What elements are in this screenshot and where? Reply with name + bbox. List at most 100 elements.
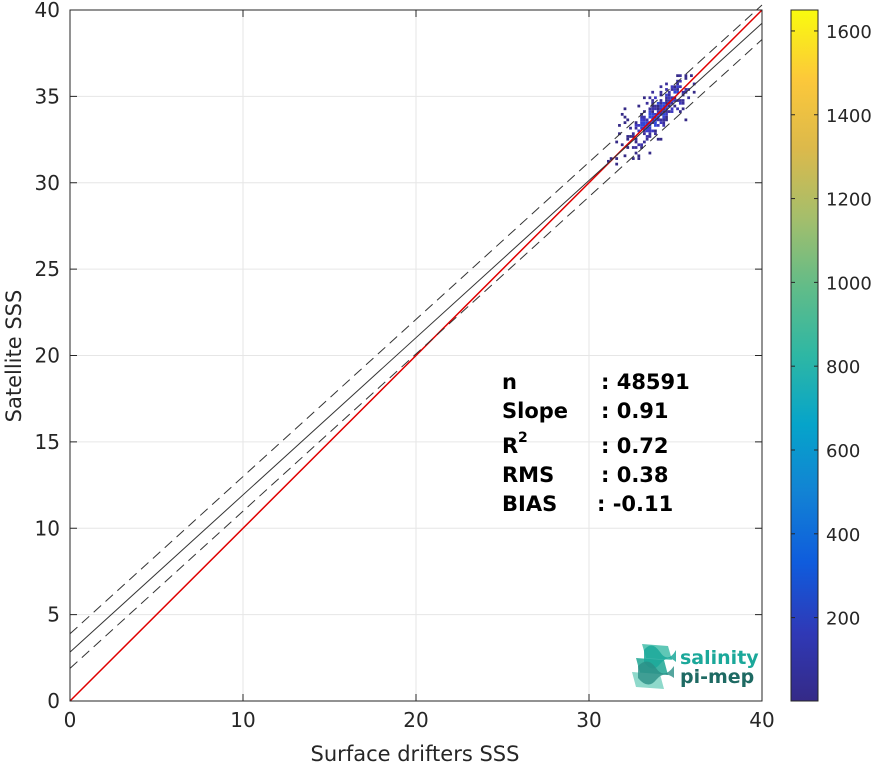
colorbar-tick-label: 600	[826, 441, 860, 462]
colorbar	[790, 9, 819, 702]
density-cell	[615, 162, 619, 166]
density-cell	[642, 140, 646, 144]
density-cell	[648, 115, 652, 119]
density-cell	[676, 82, 679, 86]
density-cell	[684, 118, 688, 122]
density-cell	[670, 107, 674, 111]
density-cell	[659, 137, 663, 141]
density-cell	[645, 101, 649, 105]
density-cell	[640, 118, 643, 122]
density-cell	[656, 101, 660, 105]
y-tick-label: 0	[47, 689, 60, 713]
density-cell	[631, 135, 635, 138]
y-tick-label: 20	[35, 344, 60, 368]
density-cell	[626, 135, 630, 138]
density-cell	[665, 107, 668, 111]
density-cell	[637, 104, 641, 108]
density-cell	[654, 132, 657, 136]
density-cell	[634, 121, 638, 125]
density-cell	[665, 118, 668, 122]
density-cell	[654, 129, 657, 133]
density-cell	[673, 99, 677, 102]
logo-text-salinity: salinity	[680, 647, 759, 669]
stat-label-rms: RMS	[502, 463, 554, 487]
density-cell	[620, 143, 624, 147]
density-cell	[618, 132, 621, 136]
density-cell	[645, 137, 649, 141]
density-cell	[642, 124, 646, 127]
stat-value-r: : 0.72	[601, 434, 669, 458]
density-cell	[648, 151, 652, 155]
density-cell	[676, 88, 679, 91]
density-cell	[623, 121, 627, 125]
density-cell	[656, 124, 660, 127]
density-cell	[662, 101, 666, 105]
density-cell	[659, 99, 663, 102]
density-cell	[645, 135, 649, 138]
colorbar-ticks: 200 400 600 800 1000 1200 1400 1600	[791, 22, 872, 630]
density-cell	[634, 124, 638, 127]
density-cell	[684, 74, 688, 78]
density-cell	[659, 107, 663, 111]
density-cell	[667, 104, 671, 108]
density-cell	[651, 110, 655, 113]
x-tick-label: 0	[64, 708, 77, 732]
density-cell	[640, 124, 643, 127]
x-tick-label: 40	[749, 708, 774, 732]
density-cell	[681, 101, 685, 105]
density-cell	[659, 101, 663, 105]
stat-label-r: R	[502, 434, 518, 458]
colorbar-tick-label: 400	[826, 525, 860, 546]
colorbar-tick-label: 1600	[826, 22, 872, 43]
density-cell	[645, 129, 649, 133]
density-cell	[606, 159, 610, 163]
y-tick-label: 25	[35, 257, 60, 281]
line-one-to-one	[69, 9, 763, 702]
density-cell	[645, 118, 649, 122]
density-cell	[642, 115, 646, 119]
density-cell	[634, 126, 638, 130]
density-cell	[626, 118, 630, 122]
density-cell	[665, 88, 668, 91]
density-cell	[659, 90, 663, 94]
density-cell	[676, 85, 679, 89]
logo-emblem-icon	[632, 644, 676, 689]
density-cell	[648, 96, 652, 100]
density-cell	[659, 85, 663, 89]
density-cell	[634, 151, 638, 155]
density-cell	[623, 154, 627, 158]
density-cell	[634, 137, 638, 141]
density-cell	[665, 112, 668, 116]
density-cell	[665, 115, 668, 119]
density-cell	[659, 121, 663, 125]
x-axis-ticks: 0 10 20 30 40	[64, 10, 775, 732]
regression-lines	[69, 4, 763, 702]
density-cell	[634, 140, 638, 144]
stat-label-slope: Slope	[502, 399, 568, 423]
grid-lines	[70, 10, 762, 701]
density-cell	[645, 121, 649, 125]
density-cell	[678, 85, 682, 89]
density-cell	[640, 121, 643, 125]
density-cell	[656, 107, 660, 111]
x-axis-label: Surface drifters SSS	[311, 742, 520, 764]
density-cell	[648, 132, 652, 136]
y-tick-label: 30	[35, 171, 60, 195]
density-cell	[648, 107, 652, 111]
density-cell	[676, 107, 679, 111]
density-cell	[648, 126, 652, 130]
stat-value-slope: : 0.91	[601, 399, 669, 423]
density-cell	[615, 140, 619, 144]
density-cell	[670, 88, 674, 91]
density-cell	[637, 157, 641, 160]
density-cell	[648, 112, 652, 116]
density-cell	[629, 135, 632, 138]
density-cell	[678, 99, 682, 102]
density-cell	[670, 96, 674, 100]
density-cell	[648, 135, 652, 138]
colorbar-tick-label: 1000	[826, 273, 872, 294]
salinity-pi-mep-logo: salinity pi-mep	[632, 644, 759, 689]
line-upper-bound	[69, 4, 763, 635]
density-cell	[676, 74, 679, 78]
density-cell	[620, 112, 624, 116]
